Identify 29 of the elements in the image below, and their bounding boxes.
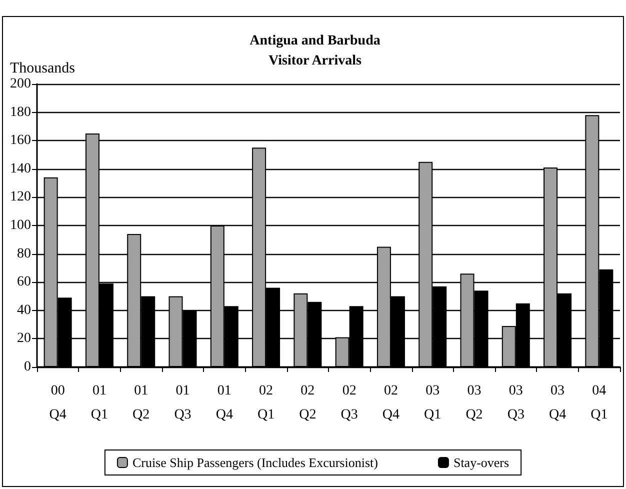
x-tick-label: 02 Q3	[340, 384, 358, 422]
y-tick-label: 60	[17, 274, 31, 290]
x-tick-label: 03 Q1	[424, 384, 442, 422]
y-tick-label: 40	[17, 302, 31, 318]
y-tick-label: 120	[10, 190, 31, 205]
y-tick-label: 0	[24, 360, 31, 374]
x-tick-label: 01 Q3	[174, 384, 192, 422]
x-tick-label: 03 Q3	[507, 384, 524, 422]
x-tick-label: 00 Q4	[49, 384, 66, 422]
y-tick-label: 140	[10, 161, 31, 176]
y-tick-label: 100	[10, 218, 31, 233]
y-tick-label: 200	[10, 76, 31, 92]
y-tick-label: 80	[17, 246, 31, 262]
chart-title: Antigua and Barbuda Visitor Arrivals	[250, 34, 380, 68]
y-tick-label: 20	[17, 331, 31, 346]
x-tick-label: 03 Q2	[466, 384, 483, 422]
x-tick-label: 01 Q2	[132, 384, 150, 422]
y-axis-title: Thousands	[10, 60, 76, 76]
x-tick-label: 01 Q1	[90, 384, 108, 422]
legend-label: Cruise Ship Passengers (Includes Excursionist)	[132, 455, 378, 470]
x-tick-label: 02 Q4	[382, 384, 400, 422]
legend-label: Stay-overs	[453, 455, 510, 470]
x-tick-label: 02 Q1	[257, 384, 275, 422]
x-tick-label: 04 Q1	[590, 384, 608, 422]
x-tick-label: 01 Q4	[216, 384, 233, 422]
y-tick-label: 180	[10, 104, 31, 120]
x-tick-label: 03 Q4	[548, 384, 566, 422]
y-tick-label: 160	[10, 133, 31, 148]
x-tick-label: 02 Q2	[299, 384, 316, 422]
